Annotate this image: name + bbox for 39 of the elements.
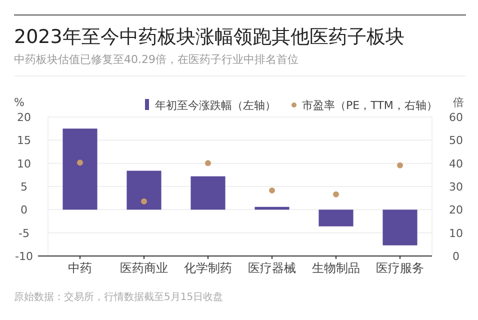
- legend-label: 市盈率（PE，TTM，右轴）: [302, 99, 438, 112]
- bar: [254, 206, 290, 210]
- x-tick-label: 医疗器械: [248, 261, 296, 275]
- y-tick-label: 10: [17, 157, 31, 170]
- point: [77, 160, 83, 166]
- bar: [126, 170, 162, 210]
- x-tick-label: 化学制药: [184, 261, 232, 275]
- bar: [382, 210, 418, 246]
- x-tick-label: 中药: [68, 261, 92, 275]
- point: [269, 187, 275, 194]
- text: 原始数据：交易所，行情数据截至5月15日收盘: [14, 291, 224, 303]
- y2-tick-label: 30: [449, 180, 463, 194]
- y2-tick-label: 10: [449, 226, 463, 240]
- y-tick-label: -10: [15, 250, 33, 263]
- legend-label: 年初至今涨跌幅（左轴）: [155, 99, 276, 112]
- x-tick-label: 生物制品: [312, 261, 360, 275]
- y-tick-label: -5: [18, 226, 30, 240]
- chart-title: 2023年至今中药板块涨幅领跑其他医药子板块: [14, 26, 404, 48]
- y-tick-label: 5: [20, 180, 28, 194]
- y2-axis-title: 倍: [453, 96, 464, 109]
- y2-tick-label: 60: [449, 111, 463, 124]
- y2-tick-label: 50: [449, 134, 463, 148]
- y-tick-label: 15: [17, 134, 31, 148]
- point: [205, 160, 211, 166]
- point: [333, 191, 339, 198]
- bar: [62, 128, 98, 210]
- y-tick-label: 20: [17, 111, 31, 124]
- bar: [190, 176, 226, 210]
- y-axis-title: %: [14, 96, 24, 109]
- point: [141, 198, 147, 204]
- y2-tick-label: 40: [449, 157, 463, 170]
- chart-subtitle: 中药板块估值已修复至40.29倍，在医药子行业中排名首位: [14, 53, 298, 66]
- x-tick-label: 医疗服务: [376, 261, 424, 275]
- y-tick-label: 0: [20, 204, 28, 217]
- y2-tick-label: 0: [452, 250, 460, 263]
- point: [397, 162, 403, 168]
- bar: [318, 210, 354, 226]
- x-tick-label: 医药商业: [120, 261, 168, 275]
- y2-tick-label: 20: [449, 204, 463, 217]
